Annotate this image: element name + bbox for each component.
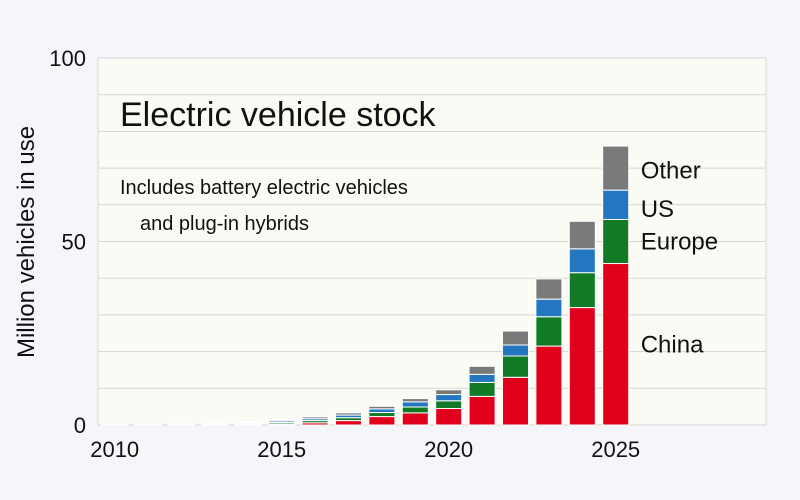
series-label-other: Other — [641, 157, 701, 184]
bar-other-2020 — [435, 389, 463, 396]
gridlines — [98, 94, 766, 389]
bar-other-2022 — [501, 330, 530, 346]
bar-other-2014 — [234, 421, 262, 424]
x-tick-label: 2025 — [591, 437, 640, 462]
x-tick-labels: 2010 2015 2020 2025 — [90, 437, 640, 462]
y-tick-label: 100 — [49, 46, 86, 71]
bar-other-2023 — [535, 278, 563, 300]
bar-other-2024 — [568, 220, 596, 250]
y-tick-label: 50 — [62, 230, 86, 255]
bar-china-2023 — [535, 345, 563, 426]
bar-china-2019 — [401, 412, 429, 426]
x-tick-label: 2010 — [90, 437, 139, 462]
bar-other-2017 — [334, 412, 363, 416]
bar-us-2019 — [401, 401, 429, 408]
y-tick-labels: 0 50 100 — [49, 46, 86, 438]
chart-title: Electric vehicle stock — [120, 96, 437, 134]
chart-subtitle-line-1: Includes battery electric vehicles — [120, 177, 408, 199]
bar-china-2025 — [602, 263, 630, 426]
bar-europe-2025 — [602, 218, 630, 265]
bar-europe-2021 — [468, 381, 496, 397]
bar-us-2022 — [501, 344, 530, 357]
bar-europe-2024 — [568, 272, 596, 309]
bar-europe-2023 — [535, 316, 563, 347]
y-axis-label: Million vehicles in use — [13, 126, 40, 358]
x-tick-label: 2020 — [424, 437, 473, 462]
y-tick-label: 0 — [74, 413, 86, 438]
bar-other-2018 — [368, 405, 396, 410]
bar-europe-2022 — [501, 355, 530, 378]
bar-other-2016 — [301, 416, 329, 420]
bar-us-2020 — [435, 394, 463, 402]
series-label-us: US — [641, 196, 674, 223]
bar-europe-2018 — [368, 412, 396, 418]
bar-europe-2019 — [401, 406, 429, 414]
bar-china-2018 — [368, 416, 396, 426]
series-labels: China Europe US Other — [641, 157, 718, 358]
bar-china-2022 — [501, 376, 530, 426]
bar-china-2024 — [568, 307, 596, 426]
x-tick-label: 2015 — [257, 437, 306, 462]
bar-us-2024 — [568, 248, 596, 274]
bar-us-2021 — [468, 373, 496, 383]
bar-china-2020 — [435, 407, 463, 426]
bar-other-2015 — [268, 419, 296, 422]
bar-other-2019 — [401, 398, 429, 403]
bar-us-2018 — [368, 408, 396, 414]
bar-us-2023 — [535, 298, 563, 318]
chart-subtitle-line-2: and plug-in hybrids — [140, 213, 309, 235]
bar-china-2017 — [334, 420, 363, 426]
bars — [101, 145, 630, 426]
bar-other-2025 — [602, 145, 630, 191]
series-label-europe: Europe — [641, 229, 718, 256]
bar-europe-2020 — [435, 400, 463, 409]
bar-other-2021 — [468, 365, 496, 375]
series-label-china: China — [641, 331, 704, 358]
bar-us-2025 — [602, 189, 630, 220]
bar-china-2021 — [468, 395, 496, 426]
